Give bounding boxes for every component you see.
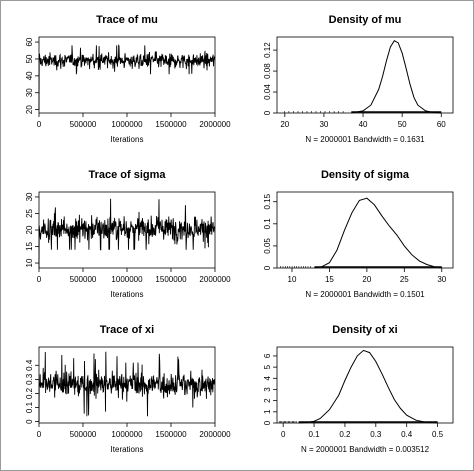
x-tick-label: 2000000 [199,120,231,129]
x-tick-label: 0 [281,430,286,439]
y-tick-label: 0 [263,265,272,270]
y-tick-label: 0.08 [263,63,272,79]
plot-frame [276,346,454,424]
y-tick-label: 0.15 [263,193,272,209]
x-tick-label: 0.3 [370,430,382,439]
chart-title: Density of sigma [321,169,410,181]
y-tick-label: 0.12 [263,42,272,58]
y-tick-label: 3 [263,387,272,392]
x-tick-label: 1500000 [155,120,187,129]
density-curve [314,197,442,269]
plot-frame [276,36,454,114]
x-tick-label: 1000000 [111,275,143,284]
y-tick-label: 6 [263,353,272,358]
y-tick-label: 30 [25,192,34,201]
x-tick-label: 0 [37,430,42,439]
panel-trace-of-sigma: Trace of sigma Iterations 0 500000 1000000 15… [25,169,231,299]
trace-line [38,44,216,110]
x-tick-label: 40 [359,120,368,129]
x-axis-title: N = 2000001 Bandwidth = 0.1631 [305,135,425,144]
x-tick-label: 500000 [70,430,97,439]
trace-line [38,351,216,422]
y-tick-label: 0.04 [263,84,272,100]
x-axis-title: Iterations [111,445,144,454]
x-axis-title: Iterations [111,135,144,144]
x-tick-label: 60 [437,120,446,129]
y-tick-label: 40 [25,71,34,80]
y-tick-label: 20 [25,105,34,114]
plot-frame [276,191,454,269]
x-tick-label: 0.1 [308,430,320,439]
trace-line [38,198,216,269]
panel-trace-of-xi: Trace of xi Iterations 0 500000 1000000 15000… [25,324,231,454]
y-tick-label: 4 [263,376,272,381]
y-tick-label: 20 [25,225,34,234]
y-tick-label: 0.1 [263,218,272,230]
y-tick-label: 0.2 [25,387,34,399]
x-tick-label: 50 [398,120,407,129]
x-axis-title: N = 2000001 Bandwidth = 0.003512 [301,445,430,454]
x-tick-label: 1000000 [111,430,143,439]
y-tick-label: 0 [263,420,272,425]
panel-trace-of-mu: Trace of mu Iterations 0 500000 1000000 15000… [25,14,231,144]
x-tick-label: 10 [288,275,297,284]
y-tick-label: 50 [25,54,34,63]
chart-title: Trace of sigma [88,169,166,181]
panel-density-of-xi: Density of xi N = 2000001 Bandwidth = 0.0… [263,324,454,454]
panel-density-of-mu: Density of mu N = 2000001 Bandwidth = 0.1… [263,14,454,144]
x-tick-label: 2000000 [199,430,231,439]
y-tick-label: 1 [263,409,272,414]
y-tick-label: 0.4 [25,359,34,371]
x-tick-label: 0 [37,120,42,129]
y-tick-label: 0 [25,419,34,424]
y-tick-label: 15 [25,242,34,251]
x-tick-label: 1500000 [155,275,187,284]
x-tick-label: 25 [400,275,409,284]
chart-title: Density of mu [329,14,402,26]
y-tick-label: 10 [25,258,34,267]
x-tick-label: 0.2 [339,430,351,439]
y-tick-label: 5 [263,364,272,369]
x-tick-label: 1000000 [111,120,143,129]
y-tick-label: 60 [25,37,34,46]
y-tick-label: 0 [263,110,272,115]
x-tick-label: 20 [362,275,371,284]
density-curve [351,40,442,114]
x-tick-label: 30 [319,120,328,129]
chart-title: Trace of mu [96,14,158,26]
x-tick-label: 0.5 [432,430,444,439]
chart-title: Density of xi [332,324,397,336]
x-tick-label: 20 [280,120,289,129]
density-curve [298,349,438,424]
y-tick-label: 0.05 [263,238,272,254]
x-tick-label: 15 [325,275,334,284]
x-tick-label: 1500000 [155,430,187,439]
x-tick-label: 500000 [70,120,97,129]
x-axis-title: Iterations [111,290,144,299]
y-tick-label: 25 [25,208,34,217]
y-tick-label: 0.1 [25,401,34,413]
x-axis-title: N = 2000001 Bandwidth = 0.1501 [305,290,425,299]
x-tick-label: 500000 [70,275,97,284]
x-tick-label: 0 [37,275,42,284]
x-tick-label: 30 [437,275,446,284]
chart-title: Trace of xi [100,324,154,336]
x-tick-label: 2000000 [199,275,231,284]
y-tick-label: 30 [25,88,34,97]
panel-density-of-sigma: Density of sigma N = 2000001 Bandwidth = … [263,169,454,299]
y-tick-label: 2 [263,398,272,403]
x-tick-label: 0.4 [401,430,413,439]
y-tick-label: 0.3 [25,373,34,385]
